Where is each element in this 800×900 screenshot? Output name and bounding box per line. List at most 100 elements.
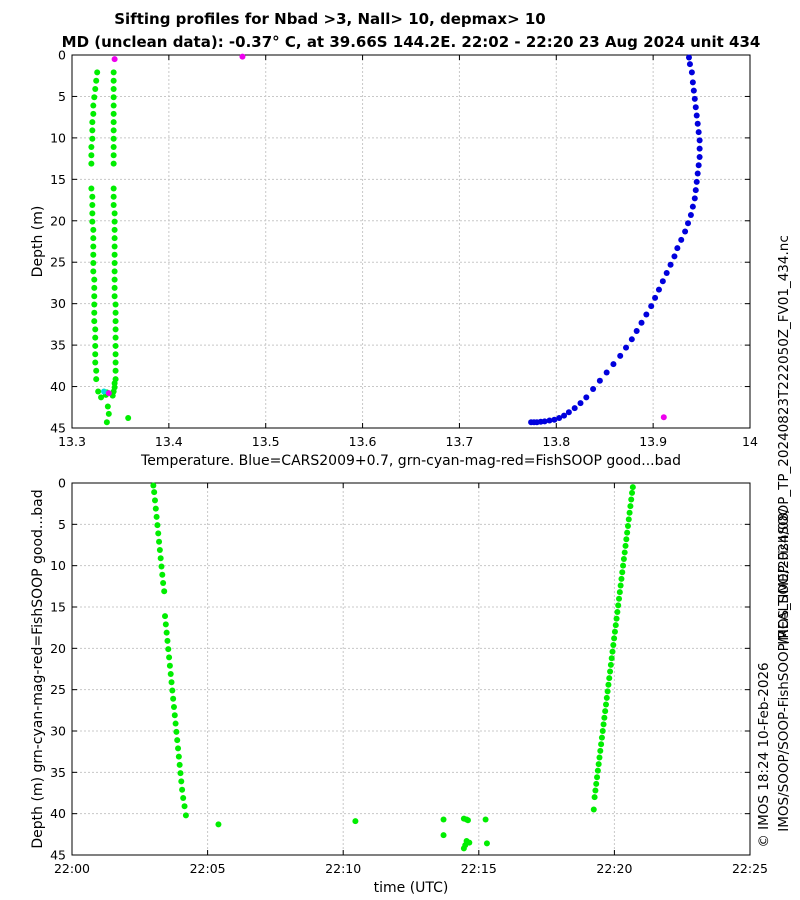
data-point — [112, 367, 119, 374]
data-point — [105, 410, 112, 417]
data-point — [161, 588, 168, 595]
y-tick-label: 45 — [50, 421, 66, 436]
x-tick-label: 14 — [742, 434, 758, 449]
data-point — [604, 688, 611, 695]
chart-title-line1: Sifting profiles for Nbad >3, Nall> 10, … — [114, 10, 545, 28]
data-point — [92, 359, 99, 366]
data-point — [696, 145, 703, 152]
data-point — [125, 415, 132, 422]
data-point — [89, 218, 96, 225]
data-point — [607, 668, 614, 675]
data-point — [111, 260, 118, 267]
x-tick-label: 13.6 — [349, 434, 377, 449]
plot-frame — [71, 482, 751, 856]
data-point — [667, 261, 674, 268]
data-point — [90, 243, 97, 250]
data-point — [602, 701, 609, 708]
data-point — [171, 712, 178, 719]
data-point — [111, 56, 118, 63]
data-point — [89, 202, 96, 209]
series-blue — [528, 54, 703, 426]
x-tick-label: 22:15 — [461, 861, 497, 876]
series-cyan — [100, 388, 107, 395]
series-green — [109, 69, 119, 399]
data-point — [88, 144, 95, 151]
data-point — [565, 409, 572, 416]
data-point — [609, 648, 616, 655]
data-point — [583, 394, 590, 401]
data-point — [440, 832, 447, 839]
data-point — [156, 546, 163, 553]
data-point — [90, 268, 97, 275]
data-point — [551, 416, 558, 423]
y-tick-label: 40 — [50, 806, 66, 821]
data-point — [597, 747, 604, 754]
series-green — [181, 803, 189, 819]
data-point — [93, 367, 100, 374]
data-point — [592, 787, 599, 794]
data-point — [179, 786, 186, 793]
data-point — [460, 845, 467, 852]
data-point — [556, 415, 563, 422]
data-point — [663, 269, 670, 276]
x-axis-label: time (UTC) — [374, 880, 449, 896]
data-point — [162, 621, 169, 628]
data-point — [110, 119, 117, 126]
x-tick-label: 22:20 — [596, 861, 632, 876]
data-point — [590, 806, 597, 813]
y-tick-label: 5 — [58, 89, 66, 104]
data-point — [112, 318, 119, 325]
data-point — [695, 129, 702, 136]
y-tick-label: 15 — [50, 172, 66, 187]
data-point — [696, 153, 703, 160]
data-point — [111, 251, 118, 258]
x-axis-label: Temperature. Blue=CARS2009+0.7, grn-cyan… — [140, 453, 681, 469]
data-point — [601, 714, 608, 721]
filename-label: IMOS_SOOP-FishSOOP_TP_20240823T222050Z_F… — [776, 235, 792, 645]
data-point — [163, 629, 170, 636]
data-point — [111, 235, 118, 242]
y-tick-label: 10 — [50, 130, 66, 145]
data-point — [591, 794, 598, 801]
data-point — [93, 77, 100, 84]
data-point — [621, 549, 628, 556]
data-point — [88, 152, 95, 159]
data-point — [162, 613, 169, 620]
data-point — [692, 104, 699, 111]
data-point — [622, 542, 629, 549]
data-point — [169, 687, 176, 694]
data-point — [112, 351, 119, 358]
data-point — [165, 646, 172, 653]
x-tick-label: 13.3 — [58, 434, 86, 449]
data-point — [625, 516, 632, 523]
time-depth-panel: 22:00 22:05 22:10 22:15 22:20 22:25 0 5 10 15 20 25… — [30, 476, 768, 897]
data-point — [182, 812, 189, 819]
y-tick-label: 30 — [50, 724, 66, 739]
data-point — [613, 615, 620, 622]
data-point — [110, 160, 117, 167]
data-point — [671, 253, 678, 260]
data-point — [103, 419, 110, 426]
data-point — [610, 361, 617, 368]
data-point — [110, 202, 117, 209]
data-point — [91, 318, 98, 325]
y-tick-label: 40 — [50, 379, 66, 394]
data-point — [695, 162, 702, 169]
x-tick-label: 22:25 — [732, 861, 768, 876]
data-point — [623, 344, 630, 351]
data-point — [690, 87, 697, 94]
data-point — [98, 394, 105, 401]
y-tick-label: 20 — [50, 641, 66, 656]
data-point — [174, 737, 181, 744]
data-point — [92, 326, 99, 333]
data-point — [91, 293, 98, 300]
y-tick-label: 35 — [50, 765, 66, 780]
data-point — [239, 53, 246, 60]
data-point — [176, 761, 183, 768]
data-point — [157, 555, 164, 562]
data-point — [611, 635, 618, 642]
data-point — [594, 767, 601, 774]
path-label: IMOS/SOOP/SOOP-FishSOOP/REALTIME/2024/08… — [776, 508, 792, 832]
data-point — [91, 276, 98, 283]
